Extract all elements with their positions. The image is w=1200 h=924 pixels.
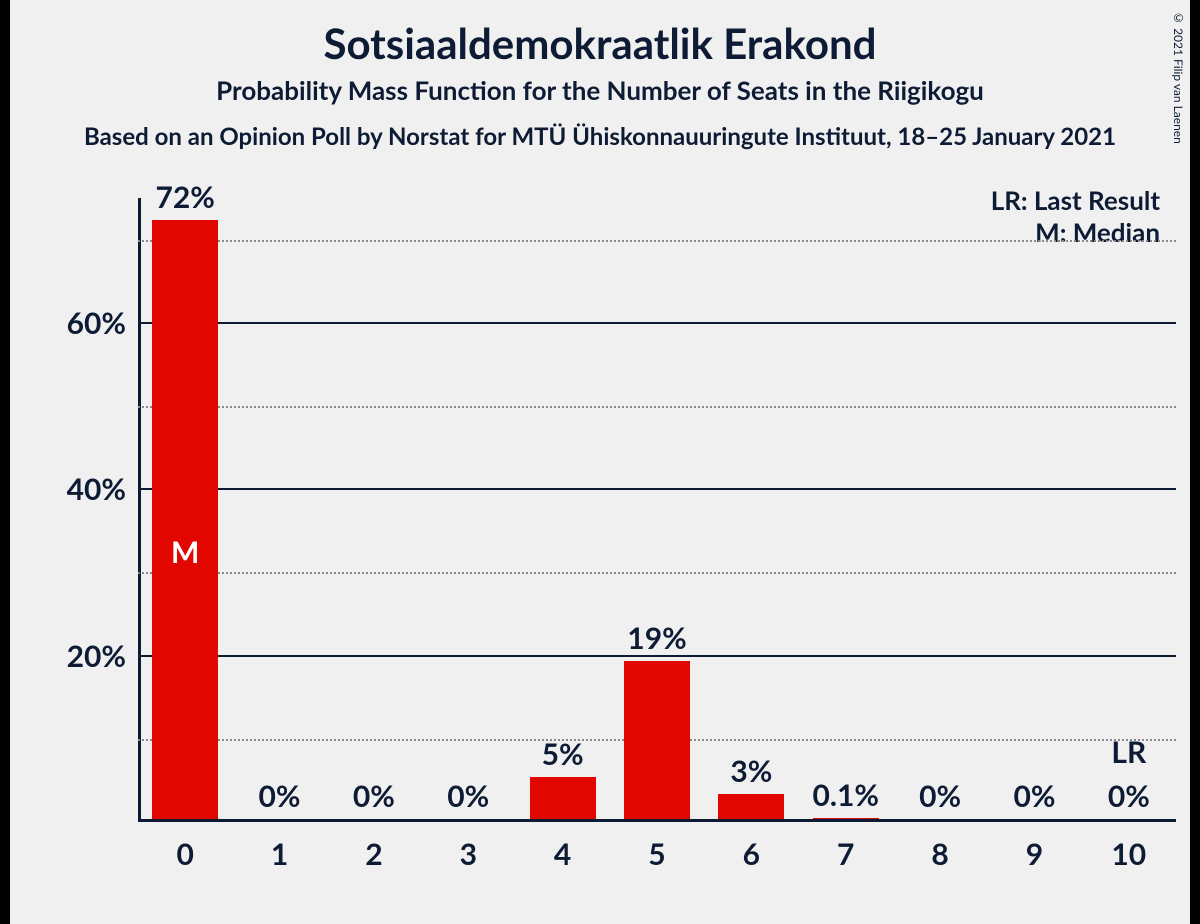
x-tick-label: 6 <box>711 836 791 872</box>
x-tick-label: 3 <box>428 836 508 872</box>
bar-value-label: 0% <box>418 778 518 814</box>
plot-area: LR: Last Result M: Median 20%40%60%M72%0… <box>138 198 1176 822</box>
last-result-marker: LR <box>1079 734 1179 770</box>
grid-minor <box>138 572 1176 574</box>
bar-value-label: 0% <box>1079 778 1179 814</box>
median-marker: M <box>152 534 218 570</box>
x-axis-line <box>138 819 1176 822</box>
x-tick-label: 1 <box>240 836 320 872</box>
y-tick-label: 40% <box>26 471 126 507</box>
x-tick-label: 4 <box>523 836 603 872</box>
bar-value-label: 0% <box>984 778 1084 814</box>
bar-value-label: 0.1% <box>796 777 896 813</box>
bar-value-label: 0% <box>230 778 330 814</box>
x-tick-label: 8 <box>900 836 980 872</box>
bar-value-label: 19% <box>607 620 707 656</box>
bar <box>152 220 218 819</box>
bar-value-label: 3% <box>701 753 801 789</box>
x-tick-label: 5 <box>617 836 697 872</box>
chart-source: Based on an Opinion Poll by Norstat for … <box>10 122 1190 151</box>
legend-m: M: Median <box>1035 216 1160 248</box>
y-tick-label: 20% <box>26 638 126 674</box>
copyright-text: © 2021 Filip van Laenen <box>1171 10 1186 144</box>
x-tick-label: 0 <box>145 836 225 872</box>
grid-minor <box>138 240 1176 242</box>
grid-minor <box>138 406 1176 408</box>
bar <box>813 818 879 819</box>
grid-major <box>138 322 1176 324</box>
x-tick-label: 9 <box>994 836 1074 872</box>
x-tick-label: 10 <box>1089 836 1169 872</box>
bar-value-label: 5% <box>513 736 613 772</box>
y-axis-line <box>138 198 141 822</box>
bar <box>530 777 596 819</box>
chart-canvas: Sotsiaaldemokraatlik Erakond Probability… <box>10 0 1190 924</box>
chart-subtitle: Probability Mass Function for the Number… <box>10 74 1190 106</box>
chart-title: Sotsiaaldemokraatlik Erakond <box>10 18 1190 68</box>
bar <box>718 794 784 819</box>
bar <box>624 661 690 819</box>
legend-lr: LR: Last Result <box>991 184 1160 216</box>
bar-value-label: 72% <box>135 179 235 215</box>
bar-value-label: 0% <box>324 778 424 814</box>
grid-major <box>138 488 1176 490</box>
x-tick-label: 2 <box>334 836 414 872</box>
bar-value-label: 0% <box>890 778 990 814</box>
x-tick-label: 7 <box>806 836 886 872</box>
y-tick-label: 60% <box>26 305 126 341</box>
